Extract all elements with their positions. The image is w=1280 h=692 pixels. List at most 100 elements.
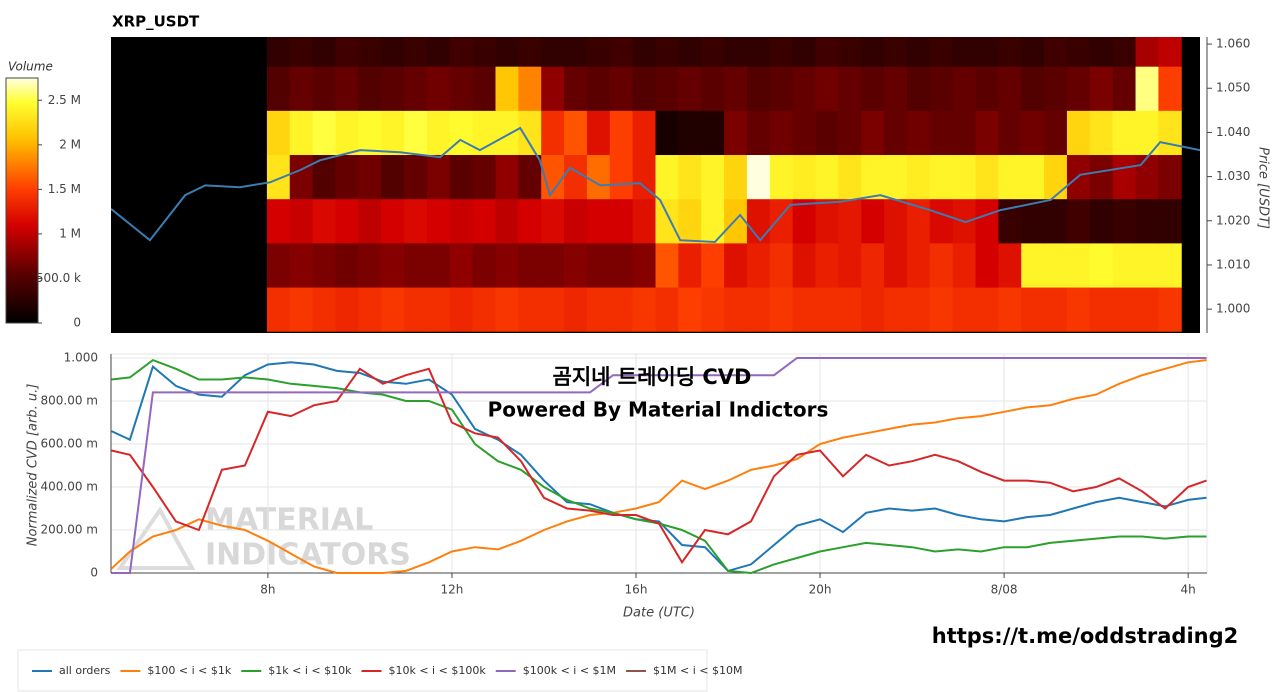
heat-cell bbox=[952, 66, 977, 111]
heat-cell bbox=[861, 37, 885, 67]
heat-cell bbox=[312, 110, 336, 156]
heat-cell bbox=[632, 37, 656, 67]
heat-cell bbox=[838, 198, 862, 244]
heat-cell bbox=[312, 242, 336, 288]
heat-cell bbox=[861, 66, 885, 111]
heat-cell bbox=[701, 198, 725, 244]
heat-cell bbox=[426, 37, 451, 67]
heat-cell bbox=[1158, 66, 1182, 111]
heat-cell bbox=[1044, 66, 1068, 111]
heat-cell bbox=[358, 198, 382, 244]
heat-cell bbox=[906, 242, 931, 288]
heat-cell bbox=[266, 110, 291, 156]
heat-cell bbox=[289, 198, 314, 244]
heat-cell bbox=[678, 242, 702, 288]
heat-cell bbox=[609, 154, 634, 200]
y-tick-label: 1.030 bbox=[1216, 169, 1250, 183]
link[interactable]: https://t.me/oddstrading2 bbox=[932, 624, 1239, 648]
heat-cell bbox=[746, 242, 771, 288]
heat-cell bbox=[838, 242, 862, 288]
heat-cell bbox=[1044, 242, 1068, 288]
heat-cell bbox=[518, 287, 542, 332]
heat-cell bbox=[609, 287, 634, 332]
heat-cell bbox=[815, 37, 839, 67]
heat-cell bbox=[1066, 66, 1091, 111]
heat-cell bbox=[701, 242, 725, 288]
heat-cell bbox=[815, 198, 839, 244]
heat-cell bbox=[381, 198, 405, 244]
series-line bbox=[111, 357, 1207, 574]
heat-cell bbox=[335, 66, 359, 111]
heat-cell bbox=[1135, 242, 1159, 288]
heat-cell bbox=[632, 242, 656, 288]
heat-cell bbox=[358, 154, 382, 200]
y-tick-label: 1.020 bbox=[1216, 213, 1250, 227]
heat-cell bbox=[1021, 66, 1045, 111]
heat-cell bbox=[746, 110, 771, 156]
heat-cell bbox=[404, 110, 428, 156]
y-tick-label: 1.000 bbox=[1216, 302, 1250, 316]
heat-cell bbox=[586, 198, 611, 244]
heat-cell bbox=[1158, 198, 1182, 244]
heat-cell bbox=[655, 287, 679, 332]
series-line bbox=[110, 359, 1207, 574]
heat-cell bbox=[564, 242, 588, 288]
heat-cell bbox=[609, 242, 634, 288]
heat-cell bbox=[929, 37, 954, 67]
series-line bbox=[111, 367, 1207, 565]
heat-cell bbox=[495, 287, 519, 332]
heat-cell bbox=[266, 287, 291, 332]
legend-label: $1k < i < $10k bbox=[268, 664, 352, 677]
heat-cell bbox=[404, 154, 428, 200]
heat-cell bbox=[678, 66, 702, 111]
heat-cell bbox=[884, 110, 908, 156]
heat-cell bbox=[426, 154, 451, 200]
heat-cell bbox=[975, 242, 999, 288]
heat-cell bbox=[472, 66, 496, 111]
heat-cell bbox=[1135, 110, 1159, 156]
heat-cell bbox=[1158, 37, 1182, 67]
heat-cell bbox=[472, 242, 496, 288]
heat-cell bbox=[1021, 154, 1045, 200]
heat-cell bbox=[289, 154, 314, 200]
heat-cell bbox=[929, 198, 954, 244]
heat-cell bbox=[975, 154, 999, 200]
heat-cell bbox=[472, 37, 496, 67]
heat-cell bbox=[975, 110, 999, 156]
heat-cell bbox=[381, 287, 405, 332]
chart-title: XRP_USDT bbox=[112, 13, 200, 31]
heat-cell bbox=[952, 287, 977, 332]
heat-cell bbox=[1021, 242, 1045, 288]
x-tick-label: 16h bbox=[625, 583, 648, 597]
heat-cell bbox=[678, 37, 702, 67]
heat-cell bbox=[518, 198, 542, 244]
heat-cell bbox=[769, 66, 794, 111]
colorbar-title: Volume bbox=[8, 60, 53, 74]
heat-cell bbox=[541, 66, 565, 111]
heat-cell bbox=[769, 110, 794, 156]
y-tick-label: 200.00 m bbox=[41, 523, 99, 537]
heat-cell bbox=[678, 287, 702, 332]
heat-cell bbox=[266, 37, 291, 67]
heat-cell bbox=[289, 287, 314, 332]
heat-cell bbox=[289, 66, 314, 111]
heat-cell bbox=[358, 66, 382, 111]
heat-cell bbox=[838, 287, 862, 332]
heat-cell bbox=[495, 110, 519, 156]
heat-cell bbox=[884, 37, 908, 67]
heat-cell bbox=[906, 66, 931, 111]
heat-cell bbox=[655, 37, 679, 67]
heat-cell bbox=[518, 37, 542, 67]
heat-cell bbox=[884, 287, 908, 332]
heat-cell bbox=[266, 198, 291, 244]
heat-cell bbox=[426, 242, 451, 288]
heat-cell bbox=[701, 287, 725, 332]
heat-cell bbox=[724, 110, 748, 156]
heat-cell bbox=[1158, 110, 1182, 156]
heat-cell bbox=[312, 37, 336, 67]
heat-cell bbox=[952, 110, 977, 156]
heat-cell bbox=[998, 66, 1022, 111]
heat-cell bbox=[746, 154, 771, 200]
heat-cell bbox=[838, 110, 862, 156]
legend-label: $10k < i < $100k bbox=[388, 664, 486, 677]
